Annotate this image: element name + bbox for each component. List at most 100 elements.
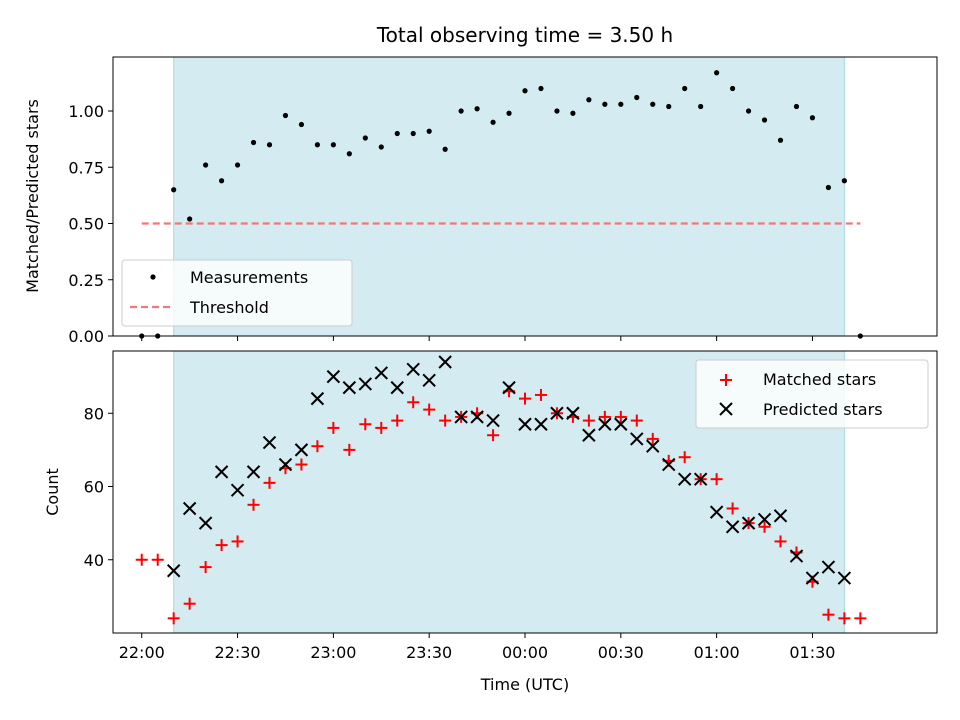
predicted-star-point: [214, 465, 229, 479]
predicted-star-point: [837, 571, 852, 585]
matched-star-point: [519, 392, 531, 405]
predicted-star-point: [789, 549, 804, 563]
y-tick-label: 60: [84, 478, 104, 497]
legend-label-predicted: Predicted stars: [763, 400, 883, 419]
predicted-star-point: [358, 377, 373, 391]
predicted-star-point: [198, 516, 213, 530]
measurement-point: [362, 135, 368, 141]
measurement-point: [314, 142, 321, 148]
legend-label-matched: Matched stars: [763, 370, 876, 389]
measurement-point: [538, 85, 544, 92]
measurement-point: [570, 110, 576, 116]
predicted-star-point: [454, 410, 468, 424]
matched-star-point: [247, 498, 260, 511]
ratio-y-axis-label: Matched/Predicted stars: [23, 99, 42, 293]
measurement-point: [745, 108, 752, 114]
predicted-star-point: [182, 501, 197, 516]
matched-star-point: [726, 502, 739, 515]
matched-star-point: [391, 414, 404, 427]
matched-star-point: [854, 612, 867, 625]
predicted-star-point: [278, 457, 293, 472]
matched-star-point: [582, 414, 595, 427]
predicted-star-point: [550, 406, 564, 420]
x-tick-label: 23:00: [310, 643, 356, 662]
legend-frame: [121, 259, 353, 327]
measurement-point: [506, 110, 512, 116]
y-tick-label: 0.00: [68, 327, 104, 346]
counts-marks: [135, 355, 867, 625]
measurement-point: [602, 101, 608, 107]
measurement-point: [793, 103, 800, 110]
measurement-point: [250, 139, 257, 146]
x-tick-label: 23:30: [406, 643, 452, 662]
predicted-star-point: [693, 472, 708, 486]
predicted-star-point: [630, 432, 644, 446]
matched-star-point: [359, 418, 372, 431]
measurement-point: [218, 178, 225, 184]
y-tick-label: 40: [84, 551, 104, 570]
matched-star-point: [630, 414, 643, 427]
measurement-point: [490, 119, 496, 125]
y-tick-label: 0.50: [68, 215, 104, 234]
measurement-point: [394, 130, 400, 137]
predicted-star-point: [773, 509, 788, 523]
measurement-point: [187, 216, 193, 222]
measurement-point: [634, 94, 640, 101]
measurement-point: [729, 85, 736, 92]
predicted-star-point: [646, 439, 660, 453]
matched-star-point: [199, 561, 212, 574]
predicted-star-point: [662, 457, 676, 472]
predicted-star-point: [805, 571, 820, 585]
matched-star-point: [167, 612, 180, 625]
matched-star-point: [135, 553, 148, 566]
counts-panel: 40 60 80 22:00 22:30 23:00 23:30 00:00 00:30 01:0…: [43, 350, 938, 694]
legend-marker-matched: [720, 374, 732, 386]
predicted-star-point: [566, 406, 580, 420]
matched-star-point: [822, 608, 835, 621]
matched-star-point: [710, 473, 723, 486]
matched-star-point: [375, 421, 388, 434]
measurement-point: [266, 142, 273, 148]
matched-star-point: [758, 520, 771, 533]
predicted-star-point: [821, 560, 836, 574]
counts-legend: Matched stars Predicted stars: [695, 359, 929, 429]
chart-title: Total observing time = 3.50 h: [376, 23, 673, 47]
measurement-point: [761, 117, 768, 123]
predicted-star-point: [470, 410, 484, 424]
matched-star-point: [598, 410, 611, 423]
matched-star-point: [263, 476, 276, 489]
legend-label-measurements: Measurements: [190, 268, 308, 287]
measurement-point: [171, 187, 177, 193]
measurement-point: [410, 130, 416, 137]
measurement-point: [618, 101, 624, 107]
counts-axes: 40 60 80 22:00 22:30 23:00 23:30 00:00 00:30 01:0…: [84, 404, 836, 662]
predicted-star-point: [326, 369, 341, 384]
predicted-star-point: [614, 417, 628, 431]
measurement-point: [234, 162, 241, 168]
legend-frame: [695, 359, 929, 429]
counts-y-axis-label: Count: [43, 468, 62, 516]
measurement-point: [330, 142, 336, 148]
x-tick-label: 01:30: [789, 643, 835, 662]
measurement-point: [474, 106, 480, 112]
predicted-star-point: [246, 465, 261, 479]
matched-star-point: [151, 553, 164, 566]
matched-star-point: [487, 429, 500, 442]
measurement-point: [442, 146, 448, 152]
measurement-point: [825, 184, 832, 191]
x-tick-label: 22:00: [119, 643, 165, 662]
matched-star-point: [231, 535, 244, 548]
predicted-star-point: [534, 417, 548, 431]
x-tick-label: 22:30: [215, 643, 261, 662]
matched-star-point: [215, 539, 228, 552]
legend-marker-predicted: [719, 402, 733, 416]
predicted-star-point: [166, 564, 181, 578]
matched-star-point: [183, 597, 196, 610]
matched-star-point: [407, 396, 420, 409]
measurement-point: [714, 70, 720, 76]
y-tick-label: 80: [84, 404, 104, 423]
y-tick-label: 0.25: [68, 271, 104, 290]
ratio-axes: 0.00 0.25 0.50 0.75 1.00: [68, 102, 813, 346]
matched-star-point: [534, 388, 547, 401]
